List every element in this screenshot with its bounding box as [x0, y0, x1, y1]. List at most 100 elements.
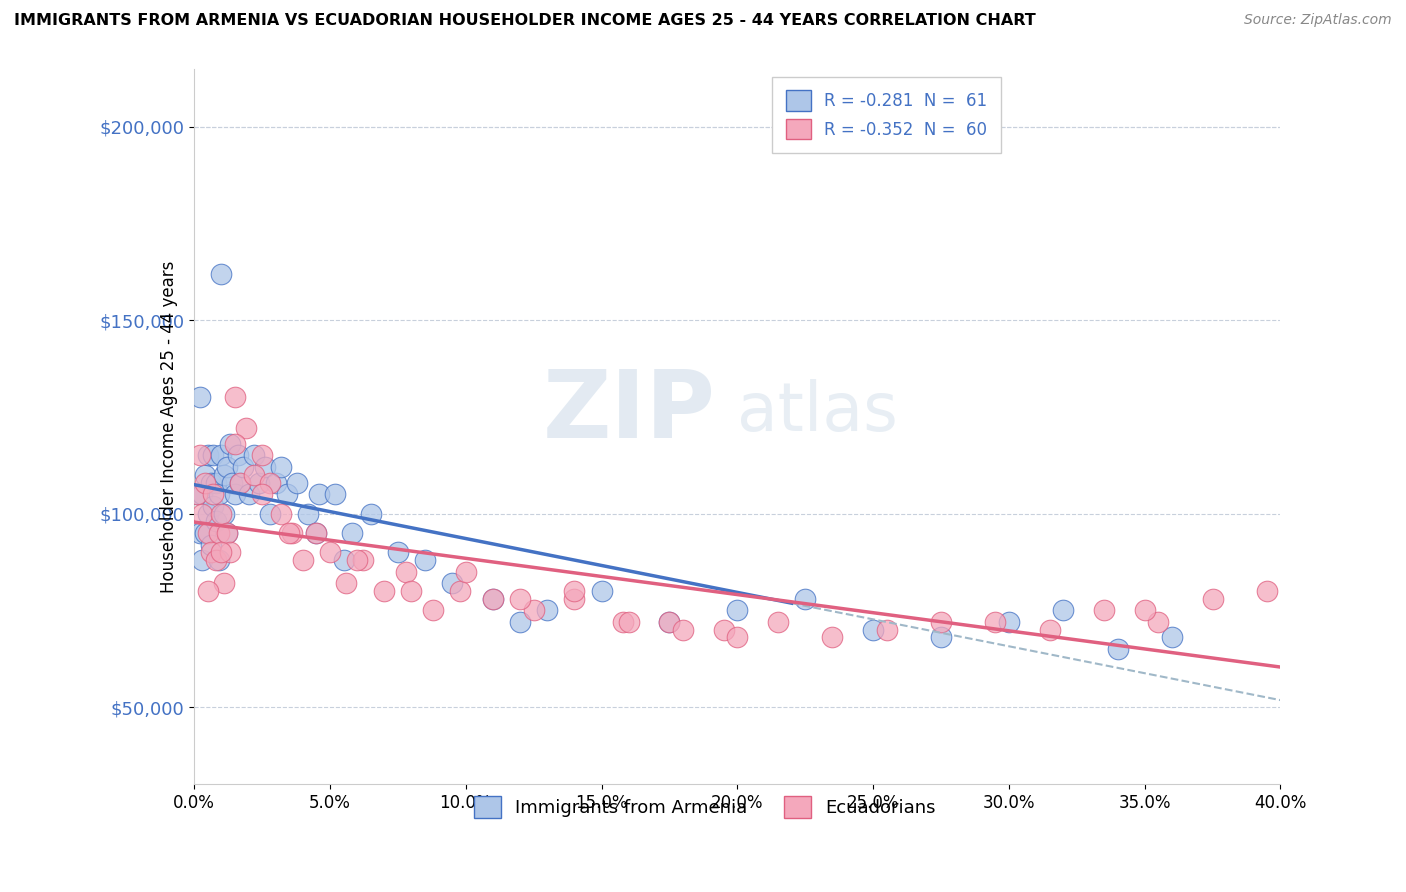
Point — [208, 525, 231, 540]
Point — [441, 576, 464, 591]
Point — [454, 565, 477, 579]
Point — [188, 449, 211, 463]
Y-axis label: Householder Income Ages 25 - 44 years: Householder Income Ages 25 - 44 years — [159, 260, 177, 592]
Point — [929, 615, 952, 629]
Point — [243, 449, 266, 463]
Point — [235, 421, 257, 435]
Point — [205, 475, 228, 490]
Point — [612, 615, 634, 629]
Point — [360, 507, 382, 521]
Point — [929, 631, 952, 645]
Point — [984, 615, 1007, 629]
Text: IMMIGRANTS FROM ARMENIA VS ECUADORIAN HOUSEHOLDER INCOME AGES 25 - 44 YEARS CORR: IMMIGRANTS FROM ARMENIA VS ECUADORIAN HO… — [14, 13, 1036, 29]
Point — [209, 545, 232, 559]
Point — [250, 487, 273, 501]
Point — [205, 514, 228, 528]
Point — [188, 525, 211, 540]
Point — [270, 460, 292, 475]
Point — [212, 467, 235, 482]
Point — [194, 467, 217, 482]
Point — [202, 487, 225, 501]
Point — [205, 553, 228, 567]
Point — [794, 591, 817, 606]
Point — [308, 487, 330, 501]
Point — [352, 553, 374, 567]
Point — [200, 545, 222, 559]
Point — [287, 475, 309, 490]
Point — [713, 623, 735, 637]
Point — [215, 525, 238, 540]
Point — [1201, 591, 1223, 606]
Point — [725, 603, 748, 617]
Point — [276, 487, 298, 501]
Point — [186, 487, 208, 501]
Point — [482, 591, 505, 606]
Point — [305, 525, 328, 540]
Point — [536, 603, 558, 617]
Point — [564, 591, 586, 606]
Point — [449, 583, 471, 598]
Point — [191, 553, 214, 567]
Point — [1147, 615, 1170, 629]
Point — [332, 553, 354, 567]
Point — [197, 525, 219, 540]
Point — [218, 545, 240, 559]
Point — [243, 467, 266, 482]
Point — [200, 475, 222, 490]
Point — [509, 591, 531, 606]
Point — [194, 475, 217, 490]
Point — [212, 576, 235, 591]
Point — [340, 525, 363, 540]
Point — [821, 631, 844, 645]
Point — [1133, 603, 1156, 617]
Point — [226, 449, 249, 463]
Point — [422, 603, 444, 617]
Point — [209, 507, 232, 521]
Point — [523, 603, 546, 617]
Point — [250, 449, 273, 463]
Point — [387, 545, 409, 559]
Point — [197, 449, 219, 463]
Point — [395, 565, 418, 579]
Point — [208, 487, 231, 501]
Point — [191, 507, 214, 521]
Point — [482, 591, 505, 606]
Point — [1039, 623, 1062, 637]
Point — [725, 631, 748, 645]
Point — [202, 499, 225, 513]
Point — [247, 475, 270, 490]
Point — [281, 525, 304, 540]
Point — [876, 623, 898, 637]
Point — [221, 475, 243, 490]
Point — [229, 475, 252, 490]
Point — [509, 615, 531, 629]
Point — [191, 487, 214, 501]
Point — [1256, 583, 1278, 598]
Point — [215, 525, 238, 540]
Point — [264, 475, 287, 490]
Point — [297, 507, 319, 521]
Text: atlas: atlas — [737, 379, 898, 445]
Text: ZIP: ZIP — [543, 366, 716, 458]
Point — [998, 615, 1021, 629]
Point — [373, 583, 395, 598]
Point — [591, 583, 613, 598]
Point — [259, 507, 281, 521]
Point — [215, 460, 238, 475]
Text: Source: ZipAtlas.com: Source: ZipAtlas.com — [1244, 13, 1392, 28]
Point — [194, 525, 217, 540]
Point — [291, 553, 314, 567]
Point — [1052, 603, 1074, 617]
Point — [1160, 631, 1182, 645]
Point — [208, 553, 231, 567]
Point — [413, 553, 436, 567]
Point — [224, 391, 246, 405]
Point — [188, 391, 211, 405]
Point — [232, 460, 254, 475]
Point — [335, 576, 357, 591]
Point — [658, 615, 681, 629]
Point — [319, 545, 342, 559]
Point — [229, 475, 252, 490]
Point — [209, 267, 232, 281]
Point — [617, 615, 640, 629]
